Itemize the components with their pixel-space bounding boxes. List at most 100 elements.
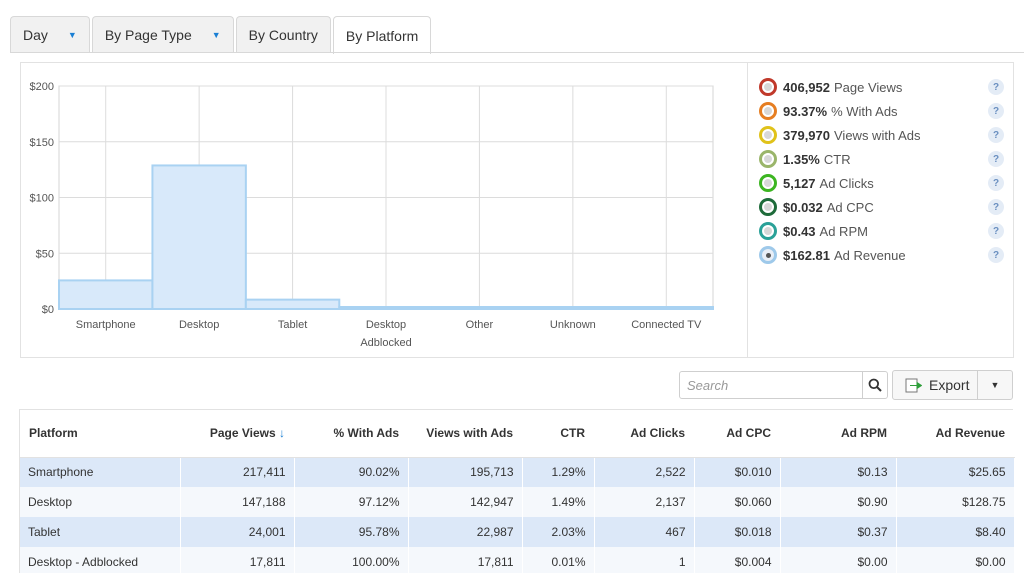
series-toggle-icon[interactable] xyxy=(759,246,777,264)
series-toggle-icon[interactable] xyxy=(759,174,777,192)
chevron-down-icon[interactable]: ▼ xyxy=(211,30,221,40)
chevron-down-icon[interactable]: ▼ xyxy=(67,30,77,40)
column-header-ad-rpm[interactable]: Ad RPM xyxy=(780,410,896,458)
table-cell: $0.00 xyxy=(896,547,1015,573)
stat-value: $0.43 xyxy=(783,223,816,239)
column-header-platform-label: Platform xyxy=(29,426,78,441)
bar-chart-svg: $0 $50 $100 $150 $200 Smartphone Desktop Tablet… xyxy=(30,81,714,349)
table-cell: 2.03% xyxy=(522,517,595,547)
tab-by-platform-label: By Platform xyxy=(345,27,419,44)
help-icon[interactable]: ? xyxy=(988,151,1004,167)
x-tick-label: Connected TV xyxy=(631,319,702,331)
column-header-ad-clicks-label: Ad Clicks xyxy=(630,426,685,441)
x-tick-label: Unknown xyxy=(550,319,596,331)
column-header-platform[interactable]: Platform xyxy=(20,410,180,458)
export-label: Export xyxy=(929,377,970,393)
help-icon[interactable]: ? xyxy=(988,247,1004,263)
table-header-row: Platform Page Views ↓ % With Ads Views w… xyxy=(20,410,1014,458)
table-cell: 24,001 xyxy=(180,517,295,547)
series-toggle-icon[interactable] xyxy=(759,126,777,144)
x-tick-label: Adblocked xyxy=(360,337,411,349)
help-icon[interactable]: ? xyxy=(988,127,1004,143)
tab-by-page-type[interactable]: By Page Type ▼ xyxy=(91,16,234,53)
stat-row[interactable]: 379,970 Views with Ads? xyxy=(759,123,1004,147)
stat-row[interactable]: 1.35% CTR? xyxy=(759,147,1004,171)
table-cell: $0.00 xyxy=(780,547,897,573)
export-icon xyxy=(905,378,922,392)
column-header-with-ads[interactable]: % With Ads xyxy=(294,410,408,458)
stat-row[interactable]: 93.37%% With Ads? xyxy=(759,99,1004,123)
bar xyxy=(58,279,154,311)
y-tick-label: $200 xyxy=(30,81,54,93)
column-header-ad-revenue[interactable]: Ad Revenue xyxy=(896,410,1014,458)
table-cell: $0.37 xyxy=(780,517,897,547)
table-cell: $0.018 xyxy=(694,517,781,547)
x-tick-label: Desktop xyxy=(366,319,406,331)
table-row[interactable]: Smartphone 217,411 90.02% 195,713 1.29% 2,522… xyxy=(20,457,1015,487)
series-toggle-icon[interactable] xyxy=(759,222,777,240)
search-input[interactable] xyxy=(680,372,864,398)
table-cell: 1 xyxy=(594,547,695,573)
table-row[interactable]: Desktop - Adblocked 17,811 100.00% 17,811 0.… xyxy=(20,547,1015,573)
help-icon[interactable]: ? xyxy=(988,103,1004,119)
table-cell: 17,811 xyxy=(180,547,295,573)
stats-legend: 406,952 Page Views? 93.37%% With Ads? 379,9… xyxy=(759,75,1004,267)
column-header-ad-clicks[interactable]: Ad Clicks xyxy=(594,410,694,458)
stat-row[interactable]: 5,127 Ad Clicks? xyxy=(759,171,1004,195)
table-cell: $0.010 xyxy=(694,457,781,487)
tab-divider xyxy=(10,52,1024,53)
stat-row[interactable]: $162.81 Ad Revenue? xyxy=(759,243,1004,267)
table-cell: $128.75 xyxy=(896,487,1015,517)
stat-value: 1.35% xyxy=(783,151,820,167)
bar xyxy=(338,306,434,310)
tab-by-page-type-label: By Page Type xyxy=(104,27,192,43)
table-cell: $8.40 xyxy=(896,517,1015,547)
stat-label: CTR xyxy=(823,151,851,167)
stat-row[interactable]: $0.43 Ad RPM? xyxy=(759,219,1004,243)
table-cell: Smartphone xyxy=(20,457,181,487)
help-icon[interactable]: ? xyxy=(988,175,1004,191)
stat-label: Ad Clicks xyxy=(819,175,874,191)
tab-by-country[interactable]: By Country xyxy=(235,16,331,53)
series-dot xyxy=(765,252,771,258)
export-dropdown[interactable]: ▼ xyxy=(978,371,1012,399)
series-dot xyxy=(764,203,772,211)
y-tick-label: $150 xyxy=(30,137,54,149)
table-cell: 1.49% xyxy=(522,487,595,517)
tab-day[interactable]: Day ▼ xyxy=(10,16,90,53)
y-tick-label: $50 xyxy=(36,248,54,260)
column-header-ad-cpc[interactable]: Ad CPC xyxy=(694,410,780,458)
table-cell: 95.78% xyxy=(294,517,409,547)
series-toggle-icon[interactable] xyxy=(759,102,777,120)
stat-label: Ad Revenue xyxy=(834,247,906,263)
series-toggle-icon[interactable] xyxy=(759,150,777,168)
column-header-with-ads-label: % With Ads xyxy=(333,426,399,441)
column-header-ctr[interactable]: CTR xyxy=(522,410,594,458)
column-header-page-views-label: Page Views xyxy=(209,426,276,441)
stat-row[interactable]: $0.032 Ad CPC? xyxy=(759,195,1004,219)
table-row[interactable]: Desktop 147,188 97.12% 142,947 1.49% 2,137 $0.… xyxy=(20,487,1015,517)
help-icon[interactable]: ? xyxy=(988,223,1004,239)
table-cell: Tablet xyxy=(20,517,181,547)
table-row[interactable]: Tablet 24,001 95.78% 22,987 2.03% 467 $0.018 $0… xyxy=(20,517,1015,547)
column-header-page-views[interactable]: Page Views ↓ xyxy=(180,410,294,458)
tab-by-platform[interactable]: By Platform xyxy=(332,16,432,54)
stat-label: Views with Ads xyxy=(834,127,921,143)
column-header-views-with-ads[interactable]: Views with Ads xyxy=(408,410,522,458)
table-cell: $0.13 xyxy=(780,457,897,487)
series-toggle-icon[interactable] xyxy=(759,198,777,216)
export-button[interactable]: Export xyxy=(893,371,978,399)
help-icon[interactable]: ? xyxy=(988,199,1004,215)
series-toggle-icon[interactable] xyxy=(759,78,777,96)
search-button[interactable] xyxy=(862,372,887,398)
table-body: Smartphone 217,411 90.02% 195,713 1.29% 2,522… xyxy=(20,457,1015,573)
table-cell: 1.29% xyxy=(522,457,595,487)
column-header-ad-revenue-label: Ad Revenue xyxy=(935,426,1005,441)
bar xyxy=(431,306,528,310)
help-icon[interactable]: ? xyxy=(988,79,1004,95)
stat-row[interactable]: 406,952 Page Views? xyxy=(759,75,1004,99)
stat-label: Ad RPM xyxy=(819,223,868,239)
table-cell: 147,188 xyxy=(180,487,295,517)
search-box xyxy=(679,371,888,399)
tab-day-label: Day xyxy=(23,27,48,43)
